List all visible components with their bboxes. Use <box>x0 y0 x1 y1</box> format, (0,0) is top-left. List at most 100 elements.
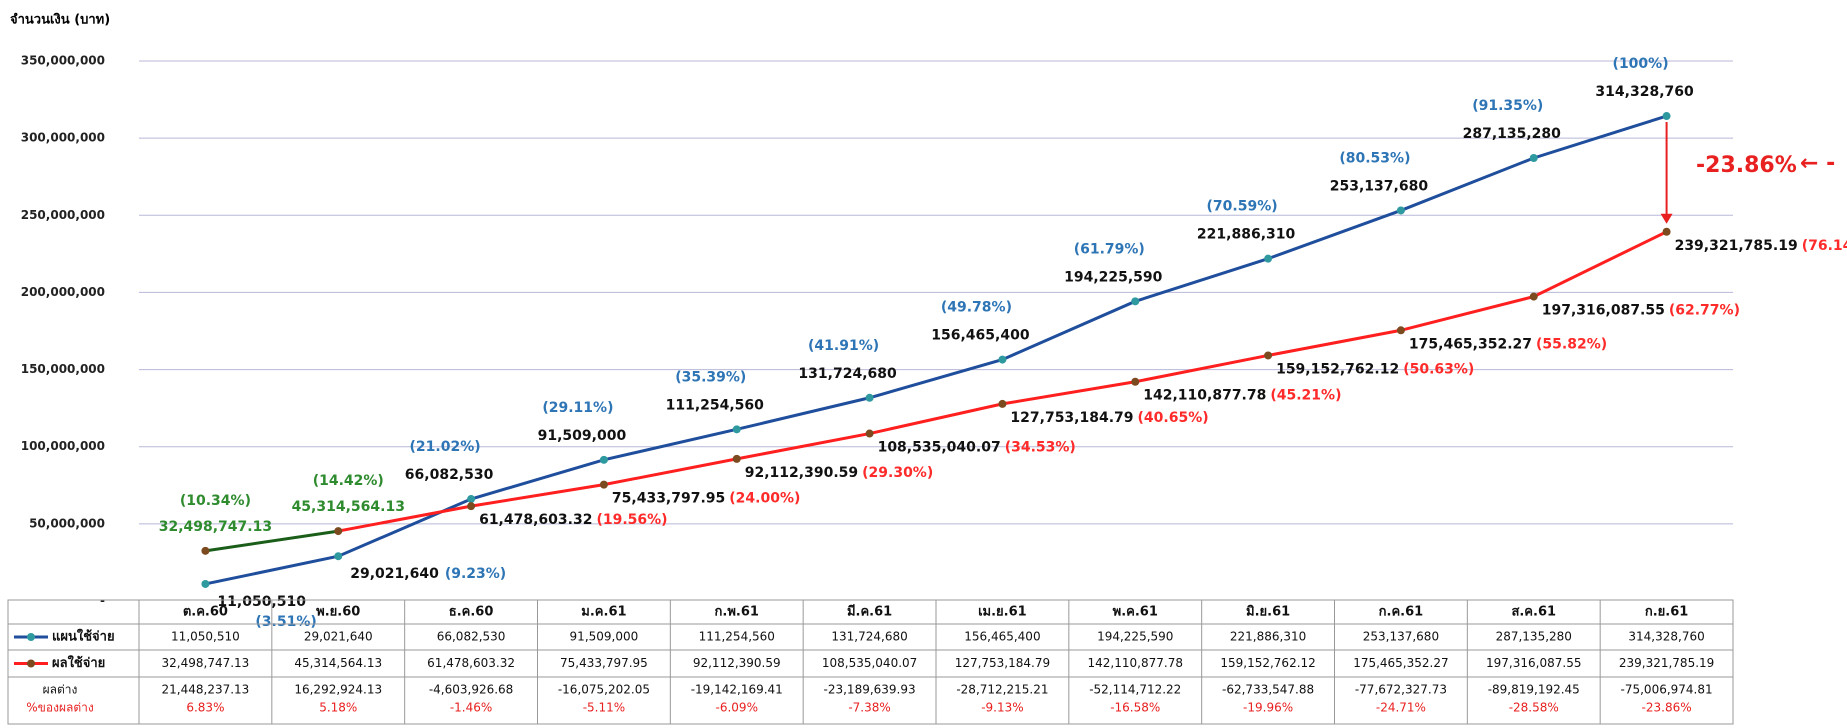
percent-label: (70.59%) <box>1207 199 1278 215</box>
point <box>201 579 210 588</box>
table-cell: -24.71% <box>1376 701 1426 715</box>
legend-label: แผนใช้จ่าย <box>52 628 115 645</box>
point <box>599 455 608 464</box>
value-label: 108,535,040.07 <box>878 440 1001 456</box>
table-cell: -62,733,547.88 <box>1222 683 1314 697</box>
value-label: 197,316,087.55 <box>1542 303 1665 319</box>
percent-label: (34.53%) <box>1005 440 1076 456</box>
table-cell: 29,021,640 <box>304 630 373 644</box>
table-cell: 11,050,510 <box>171 630 240 644</box>
table-cell: 314,328,760 <box>1628 630 1704 644</box>
table-cell: -28.58% <box>1509 701 1559 715</box>
table-cell: -16,075,202.05 <box>558 683 650 697</box>
percent-label: (21.02%) <box>410 439 481 455</box>
percent-label: (49.78%) <box>941 300 1012 316</box>
table-cell: -19,142,169.41 <box>691 683 783 697</box>
table-cell: -28,712,215.21 <box>956 683 1048 697</box>
value-label: 45,314,564.13 <box>292 499 405 515</box>
table-cell: 66,082,530 <box>437 630 506 644</box>
percent-label: (41.91%) <box>808 338 879 354</box>
y-tick-label: 100,000,000 <box>21 439 105 453</box>
value-label: 175,465,352.27 <box>1409 336 1532 352</box>
table-cell: 108,535,040.07 <box>822 656 917 670</box>
y-axis-label: จำนวนเงิน (บาท) <box>10 12 110 28</box>
value-label: 221,886,310 <box>1197 227 1296 243</box>
table-cell: 287,135,280 <box>1496 630 1572 644</box>
table-cell: 61,478,603.32 <box>427 656 515 670</box>
series-line <box>337 230 1668 533</box>
percent-label: (62.77%) <box>1669 303 1740 319</box>
y-tick-label: 300,000,000 <box>21 131 105 145</box>
point <box>1264 254 1273 263</box>
table-cell: -23.86% <box>1642 701 1692 715</box>
legend-marker <box>27 633 35 641</box>
value-label: 287,135,280 <box>1463 126 1562 142</box>
percent-label: (3.51%) <box>255 614 316 630</box>
table-cell: 253,137,680 <box>1363 630 1439 644</box>
value-label: 92,112,390.59 <box>745 465 858 481</box>
percent-label: (29.30%) <box>862 465 933 481</box>
value-label: 194,225,590 <box>1064 269 1163 285</box>
table-cell: -9.13% <box>981 701 1023 715</box>
table-cell: 221,886,310 <box>1230 630 1306 644</box>
value-label: 32,498,747.13 <box>159 519 272 535</box>
value-label: 131,724,680 <box>798 366 897 382</box>
x-tick-label: พ.ค.61 <box>1113 605 1158 620</box>
value-label: 66,082,530 <box>405 467 494 483</box>
point <box>998 399 1007 408</box>
percent-label: (61.79%) <box>1074 241 1145 257</box>
value-label: 75,433,797.95 <box>612 491 725 507</box>
series-line <box>205 114 1668 586</box>
x-tick-label: เม.ย.61 <box>978 605 1027 620</box>
point <box>467 495 476 504</box>
table-cell: 194,225,590 <box>1097 630 1173 644</box>
table-cell: 75,433,797.95 <box>560 656 648 670</box>
value-label: 156,465,400 <box>931 328 1030 344</box>
percent-label: (100%) <box>1613 56 1669 72</box>
x-tick-label: มี.ค.61 <box>847 604 892 620</box>
diff-pct-row-label: %ของผลต่าง <box>26 701 93 715</box>
percent-label: (50.63%) <box>1403 361 1474 377</box>
legend-label: ผลใช้จ่าย <box>52 654 105 671</box>
value-label: 91,509,000 <box>538 428 627 444</box>
x-tick-label: ม.ค.61 <box>581 605 626 620</box>
percent-label: (45.21%) <box>1270 388 1341 404</box>
point <box>865 429 874 438</box>
value-label: 142,110,877.78 <box>1143 388 1266 404</box>
percent-label: (24.00%) <box>729 491 800 507</box>
percent-label: (91.35%) <box>1472 98 1543 114</box>
table-cell: 159,152,762.12 <box>1220 656 1315 670</box>
table-cell: -16.58% <box>1110 701 1160 715</box>
table-cell: -6.09% <box>716 701 758 715</box>
table-cell: 45,314,564.13 <box>294 656 382 670</box>
point <box>1396 326 1405 335</box>
percent-label: (80.53%) <box>1339 150 1410 166</box>
value-label: 111,254,560 <box>666 397 765 413</box>
table-cell: 131,724,680 <box>831 630 907 644</box>
table-cell: 175,465,352.27 <box>1353 656 1448 670</box>
percent-label: (29.11%) <box>542 400 613 416</box>
table-cell: 16,292,924.13 <box>294 683 382 697</box>
table-cell: 111,254,560 <box>699 630 775 644</box>
percent-label: (9.23%) <box>445 566 506 582</box>
table-cell: 5.18% <box>319 701 357 715</box>
point <box>1131 377 1140 386</box>
table-cell: 92,112,390.59 <box>693 656 781 670</box>
table-cell: -1.46% <box>450 701 492 715</box>
point <box>1662 227 1671 236</box>
x-tick-label: ต.ค.60 <box>183 605 228 620</box>
value-label: 61,478,603.32 <box>479 512 592 528</box>
percent-label: (19.56%) <box>596 512 667 528</box>
diff-row-label: ผลต่าง <box>43 683 78 697</box>
value-label: 11,050,510 <box>217 594 306 610</box>
legend-marker <box>27 659 35 668</box>
table-cell: 127,753,184.79 <box>955 656 1050 670</box>
value-label: 253,137,680 <box>1330 178 1429 194</box>
point <box>1264 351 1273 360</box>
value-label: 159,152,762.12 <box>1276 361 1399 377</box>
y-tick-label: 350,000,000 <box>21 54 105 68</box>
table-cell: -5.11% <box>583 701 625 715</box>
x-tick-label: ก.ย.61 <box>1645 605 1688 620</box>
point <box>201 546 210 555</box>
